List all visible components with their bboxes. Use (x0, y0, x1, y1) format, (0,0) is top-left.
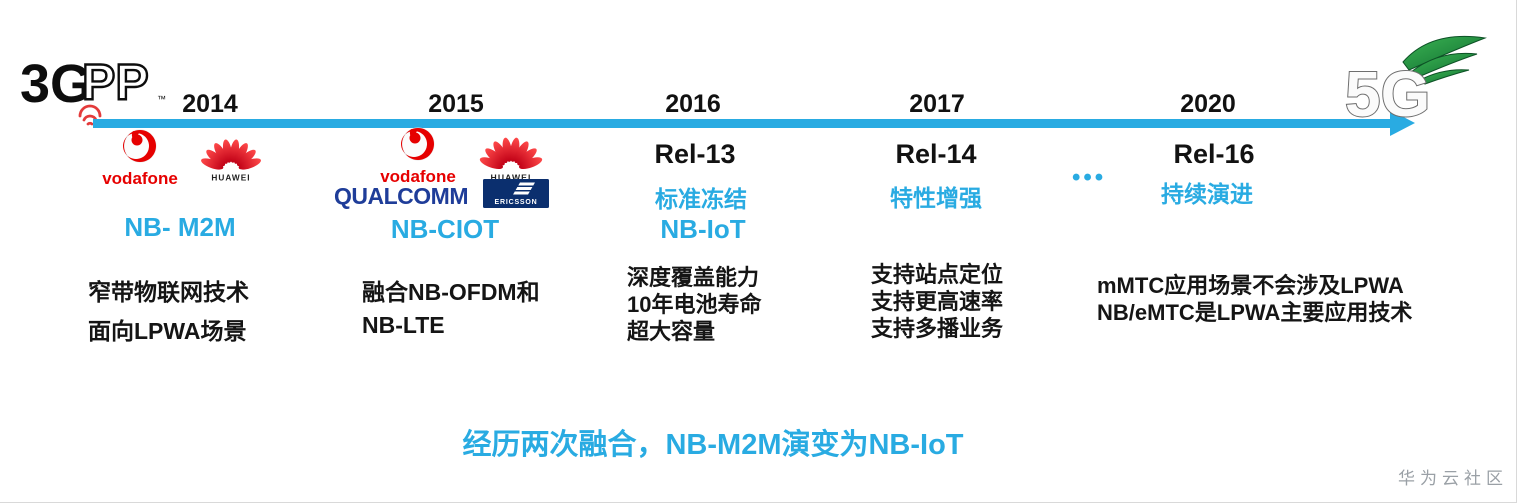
milestone-2020-note: mMTC应用场景不会涉及LPWA (1097, 273, 1404, 298)
vodafone-crescent-icon (123, 130, 157, 162)
ericsson-wordmark: ERICSSON (495, 199, 538, 206)
release-label-rel14: Rel-14 (895, 139, 977, 169)
timeline-bar (93, 119, 1392, 128)
3gpp-logo: 3G PP ™ (20, 53, 166, 126)
year-label-2014: 2014 (182, 90, 238, 118)
ericsson-logo: ERICSSON (483, 179, 549, 208)
ericsson-bars-icon (513, 182, 535, 195)
year-label-2016: 2016 (665, 90, 721, 118)
vodafone-logo: vodafone (380, 127, 456, 186)
ellipsis-dots: ••• (1072, 164, 1107, 191)
milestone-2015-note: NB-LTE (362, 312, 445, 338)
vodafone-crescent-icon (401, 128, 435, 160)
5g-text: 5G (1345, 58, 1430, 130)
year-label-2020: 2020 (1180, 90, 1236, 118)
milestone-2014-note: 面向LPWA场景 (88, 318, 247, 344)
huawei-petals-icon (201, 139, 261, 170)
milestone-2020-status: 持续演进 (1161, 181, 1253, 207)
milestone-2016-note: 10年电池寿命 (627, 292, 762, 317)
milestone-2016-status: 标准冻结 (655, 186, 747, 212)
year-label-2017: 2017 (909, 90, 965, 118)
milestone-2014-note: 窄带物联网技术 (88, 279, 249, 305)
milestone-2016-note: 深度覆盖能力 (627, 265, 760, 290)
milestone-2016-highlight: NB-IoT (660, 214, 746, 244)
milestone-2017-note: 支持站点定位 (871, 262, 1004, 287)
timeline-arrowhead-icon (1390, 110, 1415, 136)
year-label-2015: 2015 (428, 90, 484, 118)
qualcomm-wordmark: QUALCOMM (334, 183, 468, 209)
3gpp-signal-icon (78, 104, 102, 126)
3gpp-tm: ™ (157, 94, 166, 104)
huawei-petals-icon (479, 137, 543, 170)
milestone-2016-note: 超大容量 (627, 319, 716, 344)
release-label-rel13: Rel-13 (654, 139, 736, 169)
huawei-wordmark: HUAWEI (211, 173, 250, 182)
milestone-2017-note: 支持更高速率 (871, 289, 1004, 314)
milestone-2015-note: 融合NB-OFDM和 (362, 279, 540, 305)
watermark: 华为云社区 (1398, 469, 1508, 488)
milestone-2017-status: 特性增强 (890, 185, 982, 211)
milestone-2014-highlight: NB- M2M (124, 212, 236, 242)
vodafone-drop-tail-icon (409, 129, 417, 138)
5g-logo: 5G (1344, 35, 1487, 131)
3gpp-3g-text: 3G (20, 54, 92, 114)
vodafone-drop-tail-icon (131, 131, 139, 140)
huawei-logo: HUAWEI (479, 137, 543, 182)
release-label-rel16: Rel-16 (1173, 139, 1255, 169)
5g-waves-icon (1402, 35, 1487, 85)
huawei-logo: HUAWEI (201, 139, 261, 182)
huawei-wordmark: HUAWEI (491, 172, 532, 182)
milestone-2015-highlight: NB-CIOT (390, 214, 500, 244)
vodafone-wordmark: vodafone (102, 169, 178, 188)
vodafone-logo: vodafone (102, 129, 178, 188)
vodafone-wordmark: vodafone (380, 167, 456, 186)
3gpp-pp-text: PP (82, 54, 149, 110)
footer-caption: 经历两次融合，NB-M2M演变为NB-IoT (462, 429, 964, 461)
milestone-2017-note: 支持多播业务 (871, 316, 1004, 341)
milestone-2020-note: NB/eMTC是LPWA主要应用技术 (1097, 300, 1413, 325)
